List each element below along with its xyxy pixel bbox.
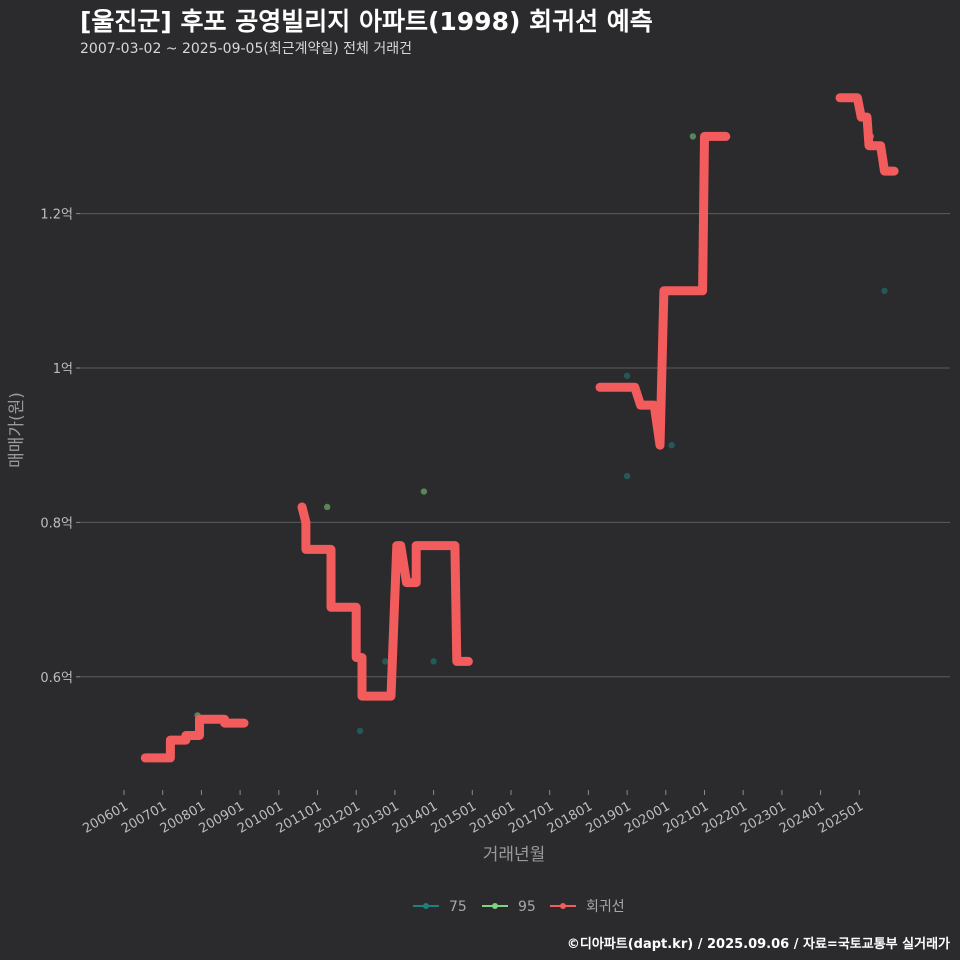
chart-title: [울진군] 후포 공영빌리지 아파트(1998) 회귀선 예측 xyxy=(80,7,653,36)
data-point-75 xyxy=(382,658,389,665)
legend: 75 95 회귀선 xyxy=(413,899,625,915)
scatter-points xyxy=(194,133,888,735)
y-axis-ticks: 0.6억 0.8억 1억 1.2억 xyxy=(40,208,80,686)
regression-line-segment xyxy=(595,131,731,450)
data-point-95 xyxy=(323,503,331,511)
y-tick-label: 0.8억 xyxy=(40,516,73,531)
data-point-95 xyxy=(689,133,697,140)
regression-line-segment xyxy=(297,502,473,701)
data-point-75 xyxy=(668,442,675,449)
legend-swatch-dot xyxy=(492,903,498,909)
legend-swatch-dot xyxy=(560,903,566,909)
x-axis-ticks: 2006012007012008012009012010012011012012… xyxy=(80,790,866,837)
legend-label: 75 xyxy=(449,899,467,915)
regression-line-segment xyxy=(140,714,249,763)
y-tick-label: 0.6억 xyxy=(40,671,73,686)
regression-lines xyxy=(140,93,899,763)
y-axis-title: 매매가(원) xyxy=(7,392,27,468)
data-point-75 xyxy=(623,472,631,480)
data-point-75 xyxy=(356,727,364,735)
legend-item-3: 회귀선 xyxy=(550,899,625,915)
chart-subtitle: 2007-03-02 ~ 2025-09-05(최근계약일) 전체 거래건 xyxy=(80,41,412,57)
legend-item-1: 75 xyxy=(413,899,467,915)
legend-swatch-dot xyxy=(423,903,429,909)
legend-label: 회귀선 xyxy=(586,899,625,915)
y-tick-label: 1억 xyxy=(53,362,73,377)
grid-lines xyxy=(80,213,950,678)
y-tick-label: 1.2억 xyxy=(40,208,73,223)
legend-item-2: 95 xyxy=(482,899,536,915)
data-point-75 xyxy=(881,287,888,294)
data-point-75 xyxy=(430,658,437,665)
x-axis-title: 거래년월 xyxy=(483,845,546,865)
data-point-95 xyxy=(420,488,428,495)
legend-label: 95 xyxy=(518,899,536,915)
data-point-75 xyxy=(623,372,631,379)
regression-line-segment xyxy=(835,93,899,176)
footer-credit: ©디아파트(dapt.kr) / 2025.09.06 / 자료=국토교통부 실… xyxy=(566,937,950,952)
